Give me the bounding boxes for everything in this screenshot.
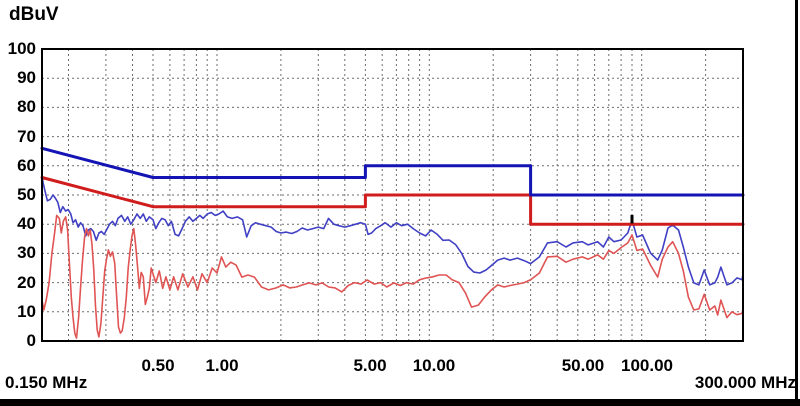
y-tick-label: 80 — [17, 97, 36, 116]
y-tick-label: 70 — [17, 127, 36, 146]
y-tick-label: 0 — [26, 331, 36, 350]
measured-trace-blue — [41, 175, 744, 286]
peak-marker — [630, 214, 634, 224]
x-axis-start-label: 0.150 MHz — [5, 373, 88, 392]
limit-line-average — [40, 176, 745, 226]
y-tick-label: 100 — [7, 39, 36, 58]
x-tick-label: 10.00 — [412, 356, 456, 375]
window-right-edge — [795, 0, 798, 406]
x-axis-end-label: 300.000 MHz — [694, 373, 796, 392]
y-tick-label: 50 — [17, 185, 36, 204]
x-tick-label: 1.00 — [205, 356, 239, 375]
y-tick-label: 10 — [17, 302, 36, 321]
x-tick-label: 0.50 — [141, 356, 175, 375]
x-tick-label: 5.00 — [353, 356, 387, 375]
x-tick-label: 50.00 — [561, 356, 605, 375]
y-tick-label: 60 — [17, 156, 36, 175]
y-tick-label: 20 — [17, 273, 36, 292]
limit-line-quasi-peak — [40, 146, 745, 197]
y-tick-label: 90 — [17, 68, 36, 87]
y-axis-unit-label: dBuV — [9, 4, 59, 25]
y-tick-label: 40 — [17, 214, 36, 233]
y-tick-label: 30 — [17, 243, 36, 262]
measured-trace-red — [41, 214, 744, 339]
x-tick-label: 100.00 — [621, 356, 673, 375]
plot-frame — [41, 48, 744, 342]
window-bottom-bar — [0, 399, 800, 406]
